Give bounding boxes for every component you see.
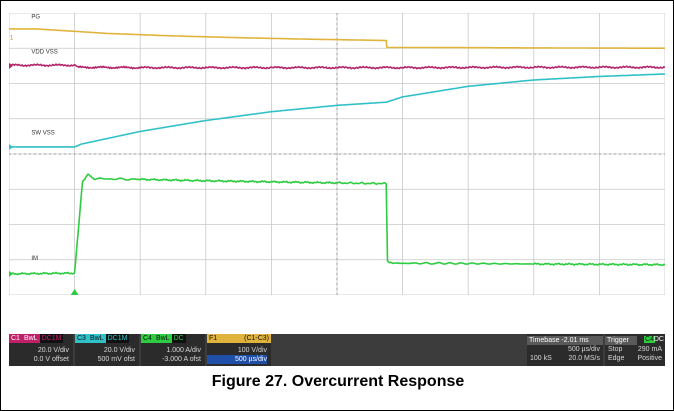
c1-mode: BwL	[21, 334, 40, 343]
ground-marker	[9, 143, 13, 150]
series-label-sw-vss: SW VSS	[31, 131, 54, 137]
trace-pg	[9, 28, 665, 50]
c4-readout: C4 BwL DC 1.000 A/div -3.000 A ofst	[141, 334, 205, 366]
c4-coupling: DC	[171, 334, 186, 343]
trace-vdd-vss	[9, 63, 665, 70]
channel-readout-bar: C1 BwL DC1M 20.0 V/div 0.0 V offset C3 BwL D…	[9, 334, 665, 366]
c4-scale: 1.000 A/div	[166, 347, 201, 354]
oscilloscope-plot: PG VDD VSS SW VSS IM 1	[9, 13, 665, 295]
c4-mode: BwL	[153, 334, 172, 343]
c1-offset: 0.0 V offset	[33, 356, 69, 363]
c1-coupling: DC1M	[39, 334, 64, 343]
trigger-label: Trigger	[605, 336, 637, 345]
c1-scale: 20.0 V/div	[37, 347, 69, 354]
trigger-coupling: DC	[653, 336, 664, 343]
trigger-mode: Stop	[608, 346, 623, 353]
channel-marker: 1	[10, 36, 14, 42]
ground-marker	[9, 62, 13, 69]
trace-im	[9, 173, 665, 276]
f1-tag: F1	[207, 334, 220, 343]
ground-marker	[9, 270, 13, 277]
timebase-readout: Timebase -2.01 ms 500 µs/div 100 kS 20.0…	[527, 334, 603, 366]
c3-offset: 500 mV ofst	[97, 356, 135, 363]
trigger-channel: C4	[644, 336, 655, 343]
c4-tag: C4	[141, 334, 154, 343]
c3-scale: 20.0 V/div	[103, 347, 135, 354]
trigger-slope: Positive	[637, 355, 662, 362]
plot-svg: PG VDD VSS SW VSS IM 1	[9, 13, 665, 295]
c3-tag: C3	[75, 334, 88, 343]
f1-expr: (C1-C3)	[242, 334, 271, 343]
series-label-vdd-vss: VDD VSS	[31, 50, 57, 56]
f1-time: 500 µs/div	[207, 355, 267, 364]
trigger-marker	[70, 289, 79, 295]
c1-readout: C1 BwL DC1M 20.0 V/div 0.0 V offset	[9, 334, 73, 366]
timebase-rate: 20.0 MS/s	[568, 355, 600, 362]
trigger-level: 290 mA	[637, 346, 662, 353]
trigger-readout: Trigger C4 DC Stop 290 mA Edge Positive	[605, 334, 665, 366]
c3-readout: C3 BwL DC1M 20.0 V/div 500 mV ofst	[75, 334, 139, 366]
f1-readout: F1 (C1-C3) 100 V/div 500 µs/div	[207, 334, 271, 366]
series-label-im: IM	[31, 256, 38, 262]
series-label-pg: PG	[31, 14, 40, 20]
trace-sw-vss	[9, 73, 665, 148]
f1-scale: 100 V/div	[237, 347, 267, 354]
c4-offset: -3.000 A ofst	[162, 356, 201, 363]
c3-mode: BwL	[87, 334, 106, 343]
timebase-label: Timebase -2.01 ms	[527, 336, 603, 345]
timebase-samples: 100 kS	[530, 355, 552, 362]
c3-coupling: DC1M	[105, 334, 130, 343]
trigger-type: Edge	[608, 355, 625, 362]
figure-caption: Figure 27. Overcurrent Response	[211, 373, 465, 390]
c1-tag: C1	[9, 334, 22, 343]
timebase-div: 500 µs/div	[567, 346, 600, 353]
